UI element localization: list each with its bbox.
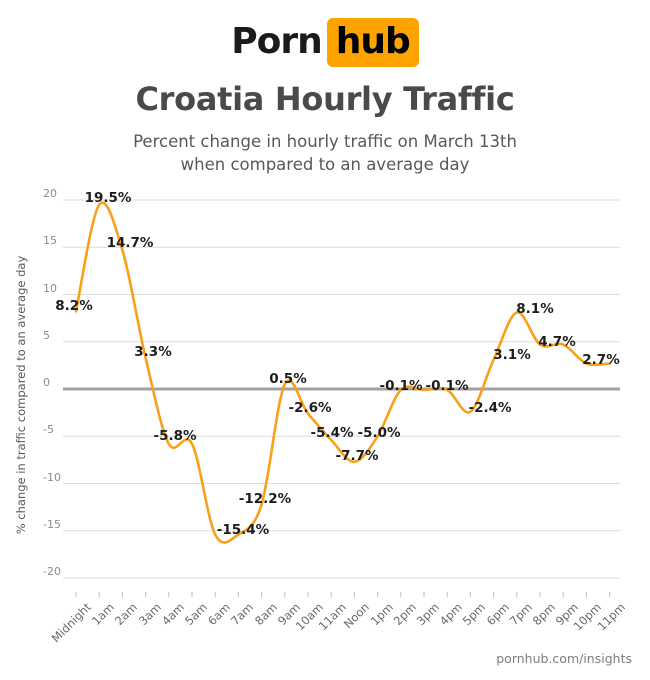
- data-point-label: -7.7%: [335, 448, 379, 464]
- page-title: Croatia Hourly Traffic: [135, 80, 515, 118]
- page-subtitle-line-2: when compared to an average day: [180, 155, 470, 175]
- data-point-label: -2.4%: [468, 400, 512, 416]
- y-tick-label: -20: [43, 565, 61, 578]
- logo-lockup: Porn hub: [231, 18, 419, 67]
- logo-text-porn: Porn: [231, 21, 322, 62]
- y-tick-label: 20: [43, 187, 57, 200]
- data-point-label: 3.1%: [493, 347, 531, 363]
- page-subtitle-line-1: Percent change in hourly traffic on Marc…: [133, 132, 517, 151]
- data-point-label: 4.7%: [538, 334, 576, 350]
- data-point-label: 14.7%: [106, 235, 154, 251]
- data-point-label: -0.1%: [425, 378, 469, 394]
- y-tick-label: -5: [43, 423, 54, 437]
- chart-gridlines: [63, 199, 620, 579]
- data-point-label: 3.3%: [134, 344, 172, 360]
- page-subtitle: Percent change in hourly traffic on Marc…: [0, 130, 650, 177]
- y-tick-label: -10: [43, 470, 61, 484]
- y-tick-label: -15: [43, 517, 61, 531]
- chart-x-ticks: [75, 592, 611, 597]
- y-tick-label: 10: [43, 281, 57, 295]
- data-point-label: 8.1%: [516, 301, 554, 317]
- data-point-label: -5.8%: [153, 428, 197, 444]
- brand-logo: Porn hub: [0, 18, 650, 67]
- data-point-label: -5.0%: [357, 425, 401, 441]
- y-tick-label: 5: [43, 328, 50, 342]
- data-point-label: -12.2%: [238, 491, 292, 507]
- logo-text-hub: hub: [326, 18, 419, 67]
- traffic-line-series: [74, 201, 611, 544]
- data-point-label: -2.6%: [288, 400, 332, 416]
- data-point-label: -0.1%: [379, 378, 423, 394]
- y-tick-label: 0: [43, 376, 50, 389]
- data-point-label: -15.4%: [216, 522, 270, 538]
- y-axis-title: % change in traffic compared to an avera…: [14, 255, 28, 535]
- data-point-label: 0.5%: [269, 371, 307, 387]
- data-point-label: 8.2%: [55, 298, 93, 314]
- data-point-label: -5.4%: [310, 425, 354, 441]
- data-point-label: 19.5%: [84, 190, 132, 206]
- footer-link: pornhub.com/insights: [496, 651, 632, 666]
- data-point-label: 2.7%: [582, 352, 620, 368]
- y-tick-label: 15: [43, 234, 57, 248]
